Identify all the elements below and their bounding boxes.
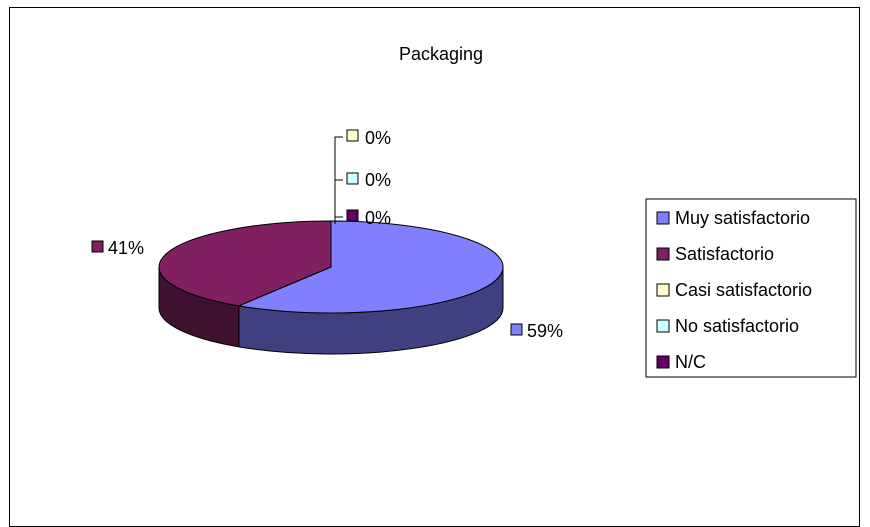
leader-lines (334, 136, 343, 224)
legend-swatch-1 (656, 211, 670, 225)
data-label-2: 41% (108, 238, 144, 258)
data-label-key-5 (346, 209, 359, 222)
pie-slice-2 (158, 220, 332, 307)
data-labels: 59% 41% 0% 0% 0% (91, 128, 563, 341)
data-label-3: 0% (365, 128, 391, 148)
legend-swatch-2 (656, 247, 670, 261)
legend-label-5: N/C (675, 352, 706, 372)
legend-swatch-5 (656, 355, 670, 369)
pie-slice-1 (237, 220, 504, 314)
legend-box (645, 198, 857, 378)
legend-label-1: Muy satisfactorio (675, 208, 810, 228)
legend-label-4: No satisfactorio (675, 316, 799, 336)
data-label-key-2 (91, 240, 104, 253)
data-label-key-3 (346, 129, 359, 142)
chart-title: Packaging (399, 44, 483, 64)
data-label-1: 59% (527, 321, 563, 341)
legend-label-3: Casi satisfactorio (675, 280, 812, 300)
legend-swatch-4 (656, 319, 670, 333)
legend-label-2: Satisfactorio (675, 244, 774, 264)
data-label-key-4 (346, 172, 359, 185)
legend: Muy satisfactorio Satisfactorio Casi satis… (645, 198, 857, 378)
pie-slices (158, 220, 504, 355)
data-label-4: 0% (365, 170, 391, 190)
data-label-key-1 (510, 323, 523, 336)
pie-chart: Packaging 59% 41% 0% 0% 0% Muy satisfactorio… (91, 44, 857, 378)
data-label-5: 0% (365, 208, 391, 228)
legend-swatch-3 (656, 283, 670, 297)
